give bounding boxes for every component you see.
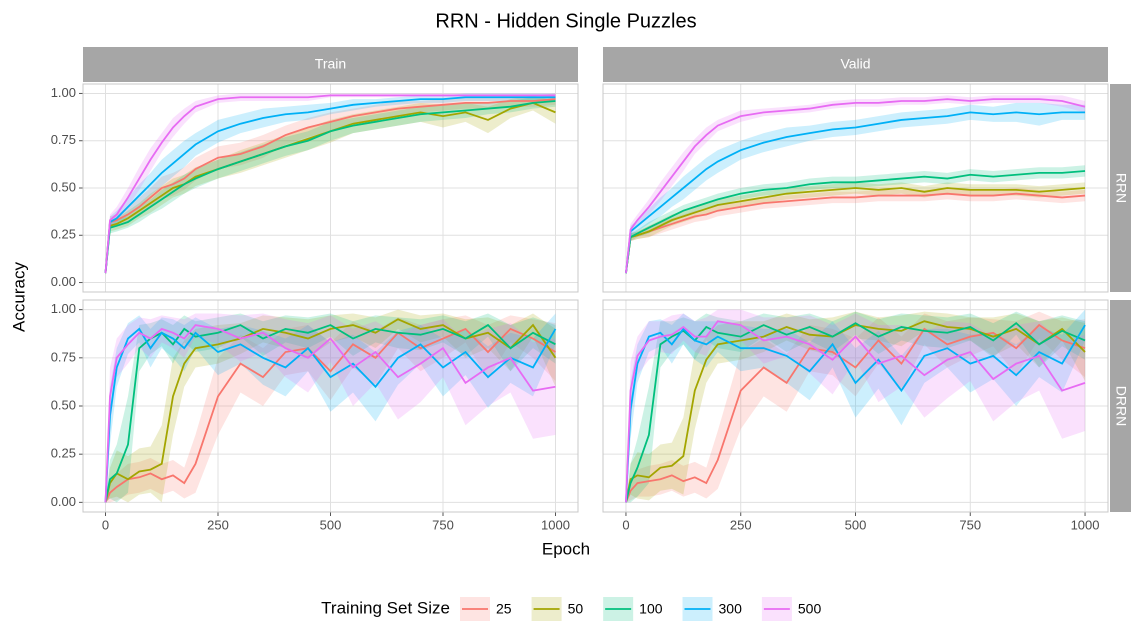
strip [603, 47, 1108, 82]
x-tick-label: 0 [622, 517, 629, 532]
strip [1110, 84, 1131, 292]
ribbon [625, 182, 1086, 275]
y-axis-label: Accuracy [9, 262, 28, 332]
series-line [104, 327, 556, 503]
series-line [625, 170, 1086, 274]
ribbon [105, 313, 556, 503]
y-tick-label: 0.25 [51, 227, 76, 242]
series-line [104, 324, 556, 503]
ribbon [625, 165, 1086, 275]
series-line [104, 94, 556, 274]
series-line [625, 192, 1086, 274]
series-line [625, 98, 1086, 274]
x-tick-label: 500 [845, 517, 867, 532]
y-tick-label: 1.00 [51, 85, 76, 100]
series-line [625, 320, 1086, 503]
y-tick-label: 0.75 [51, 132, 76, 147]
legend-label: 100 [639, 601, 663, 617]
strip-label: DRRN [1113, 386, 1129, 426]
series-line [625, 111, 1086, 274]
series-line [104, 98, 556, 274]
x-tick-label: 1000 [541, 517, 570, 532]
ribbon [625, 309, 1086, 503]
ribbon [625, 102, 1086, 275]
y-tick-label: 1.00 [51, 301, 76, 316]
y-tick-label: 0.00 [51, 494, 76, 509]
ribbon [105, 313, 556, 503]
panel-border [82, 83, 579, 293]
x-tick-label: 750 [432, 517, 454, 532]
ribbon [625, 309, 1086, 503]
strip [83, 47, 578, 82]
y-tick-label: 0.75 [51, 349, 76, 364]
series-line [104, 96, 556, 274]
x-tick-label: 250 [730, 517, 752, 532]
ribbon [105, 315, 556, 503]
legend-label: 25 [496, 601, 512, 617]
x-tick-label: 750 [959, 517, 981, 532]
ribbon [625, 188, 1086, 275]
strip [1110, 300, 1131, 512]
ribbon [105, 313, 556, 503]
legend-label: 500 [798, 601, 822, 617]
x-tick-label: 250 [207, 517, 229, 532]
ribbon [105, 93, 556, 275]
series-line [625, 324, 1086, 503]
x-axis-label: Epoch [542, 539, 590, 558]
x-tick-label: 0 [102, 517, 109, 532]
series-line [625, 323, 1086, 503]
panel-border [602, 83, 1109, 293]
series-line [625, 321, 1086, 503]
panel-border [602, 299, 1109, 513]
panel-border [82, 299, 579, 513]
series-line [104, 327, 557, 503]
ribbon [625, 311, 1086, 503]
legend-title: Training Set Size [321, 598, 450, 617]
x-tick-label: 500 [320, 517, 342, 532]
ribbon [105, 93, 556, 275]
legend-label: 50 [568, 601, 584, 617]
ribbon [625, 311, 1086, 503]
series-line [104, 323, 556, 503]
y-tick-label: 0.00 [51, 274, 76, 289]
y-tick-label: 0.25 [51, 446, 76, 461]
x-tick-label: 1000 [1071, 517, 1100, 532]
y-tick-label: 0.50 [51, 179, 76, 194]
strip-label: RRN [1113, 173, 1129, 203]
chart-title: RRN - Hidden Single Puzzles [435, 10, 696, 32]
ribbon [625, 311, 1086, 503]
ribbon [105, 309, 556, 503]
strip-label: Valid [840, 56, 870, 72]
y-tick-label: 0.50 [51, 397, 76, 412]
legend-label: 300 [719, 601, 743, 617]
series-line [625, 187, 1086, 274]
strip-label: Train [315, 56, 346, 72]
series-line [104, 100, 556, 274]
